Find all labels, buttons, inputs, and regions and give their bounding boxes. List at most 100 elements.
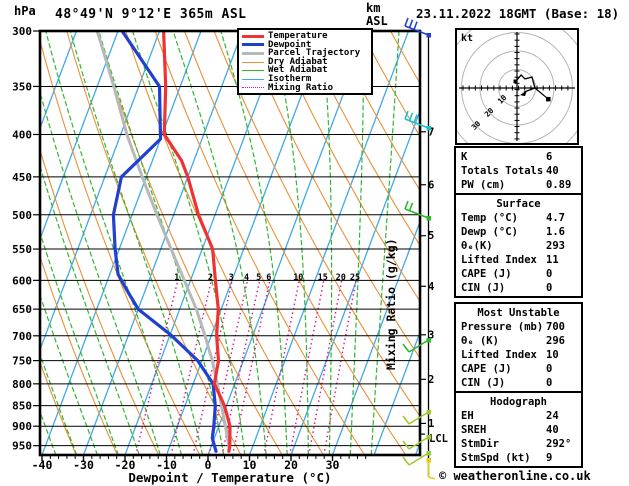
legend-swatch [242, 34, 264, 38]
lcl-label: LCL [429, 433, 448, 445]
temperature-tick-label: 20 [284, 458, 298, 472]
panel-row-value: 0 [546, 363, 553, 375]
panel-title: Surface [496, 198, 541, 210]
panel-row-value: 0 [546, 377, 553, 389]
legend-item: Isotherm [242, 75, 369, 84]
panel-row: Pressure (mb) 700 [456, 320, 581, 334]
temperature-tick-label: 30 [326, 458, 340, 472]
dry-adiabat-line [154, 31, 366, 455]
mixing-ratio-line [192, 280, 233, 455]
wind-barb-feather [402, 440, 410, 450]
mixing-ratio-axis-label: Mixing Ratio (g/kg) [384, 238, 398, 370]
mixing-ratio-value: 2 [208, 273, 213, 283]
pressure-tick-label: 900 [12, 420, 32, 433]
mixing-ratio-lines: 1 2 3 4 5 6 10 15 20 25 [135, 273, 360, 455]
panel-row-value: 40 [546, 165, 559, 177]
wet-adiabat-line [40, 230, 119, 455]
pressure-tick-label: 950 [12, 440, 32, 453]
panel-row-label: Pressure (mb) [461, 321, 544, 333]
wind-barb-feather [408, 19, 414, 29]
panel-row: Lifted Index 10 [456, 348, 581, 362]
temperature-tick-label: -30 [73, 458, 94, 472]
panel-row: PW (cm) 0.89 [456, 178, 581, 192]
legend-label: Dry Adiabat [268, 56, 328, 67]
info-panel: K 6 Totals Totals 40 PW (cm) 0.89 [454, 146, 583, 195]
legend-label: Temperature [268, 31, 328, 41]
panel-row-label: StmSpd (kt) [461, 452, 531, 464]
wind-barb-feather [428, 476, 436, 480]
isotherm-line [41, 31, 202, 455]
legend-swatch [242, 78, 264, 80]
legend-item: Mixing Ratio [242, 82, 369, 93]
dry-adiabat-line [40, 148, 160, 455]
hodograph-unit-label: kt [461, 33, 473, 44]
mixing-ratio-line [170, 280, 213, 455]
panel-row: CAPE (J) 0 [456, 362, 581, 376]
panel-row-value: 10 [546, 349, 559, 361]
datetime-title: 23.11.2022 18GMT (Base: 18) [416, 6, 620, 21]
storm-motion-marker [546, 96, 551, 102]
wet-adiabat-line [321, 31, 333, 455]
panel-row: θₑ (K) 296 [456, 334, 581, 348]
altitude-tick-label: 1 [428, 418, 434, 430]
altitude-unit-asl: ASL [366, 14, 388, 28]
mixing-ratio-value: 20 [336, 273, 346, 283]
mixing-ratio-value: 1 [174, 273, 179, 283]
pressure-tick-label: 650 [12, 303, 32, 316]
panel-row-label: CIN (J) [461, 377, 506, 389]
panel-row-value: 40 [546, 424, 559, 436]
temperature-axis-label: Dewpoint / Temperature (°C) [128, 470, 332, 485]
dry-adiabat-line [40, 38, 201, 455]
panel-row-value: 0.89 [546, 179, 572, 191]
temperature-tick-label: -20 [115, 458, 136, 472]
panel-row-value: 0 [546, 282, 553, 294]
isotherm-line [40, 31, 78, 131]
legend: Temperature Dewpoint Parcel Trajectory Dry … [237, 28, 373, 96]
panel-row-label: CAPE (J) [461, 268, 512, 280]
wet-adiabat-line [349, 31, 365, 455]
wind-barb-marker [426, 410, 431, 415]
panel-row-value: 700 [546, 321, 565, 333]
temperature-axis: -40 -30 -20 -10 0 10 20 30 [32, 456, 367, 472]
pressure-tick-label: 500 [12, 209, 32, 222]
wind-barb [402, 451, 431, 466]
panel-row-label: Dewp (°C) [461, 226, 518, 238]
wind-barb-staff [408, 436, 429, 450]
panel-row-label: K [461, 151, 468, 163]
panel-row-label: PW (cm) [461, 179, 506, 191]
mixing-ratio-value: 25 [350, 273, 360, 283]
wind-barb-feather [402, 415, 410, 425]
info-panel: Surface Temp (°C) 4.7 Dewp (°C) 1.6 θₑ(K) 293 L… [454, 193, 583, 298]
legend-swatch [242, 61, 264, 63]
temperature-tick-label: -10 [156, 458, 177, 472]
legend-swatch [242, 70, 264, 72]
pressure-axis: 300 350 400 450 500 550 600 650 700 750 800 850 900 9… [12, 25, 40, 453]
legend-label: Mixing Ratio [268, 82, 334, 93]
legend-label: Parcel Trajectory [268, 48, 361, 59]
hodograph-trace-arrowhead [520, 90, 528, 97]
mixing-ratio-line [135, 280, 179, 455]
dry-adiabat-line [183, 31, 407, 455]
dry-adiabat-line [66, 31, 242, 455]
wind-barb-marker [426, 338, 431, 343]
wind-barb [404, 110, 431, 131]
wind-barb [404, 200, 431, 221]
panel-row-label: Temp (°C) [461, 212, 518, 224]
hodograph-trace [516, 74, 536, 93]
wet-adiabat-line [40, 293, 99, 455]
pressure-axis-unit: hPa [14, 4, 36, 18]
dry-adiabat-line [40, 360, 77, 455]
dry-adiabat-line [242, 31, 420, 360]
wet-adiabat-line [69, 31, 204, 455]
panel-row-label: θₑ (K) [461, 335, 499, 347]
legend-item: Wet Adiabat [242, 66, 369, 75]
altitude-tick-label: 5 [428, 230, 434, 242]
wind-barb-feather [402, 456, 410, 466]
wind-barb-feather [404, 200, 409, 210]
pressure-tick-label: 850 [12, 400, 32, 413]
storm-motion-line [534, 87, 549, 100]
panel-row-label: StmDir [461, 438, 499, 450]
panel-row-label: CIN (J) [461, 282, 506, 294]
panel-title: Hodograph [490, 396, 547, 408]
